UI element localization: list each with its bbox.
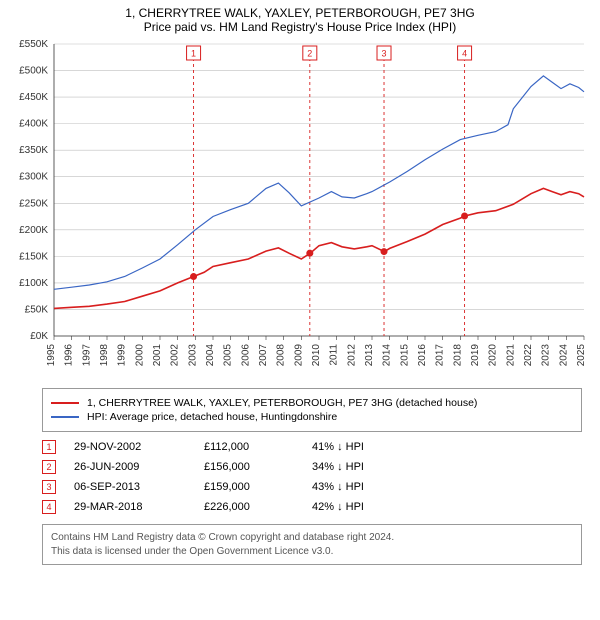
sale-date: 06-SEP-2013 [74,481,186,493]
price-hpi-chart: £0K £50K £100K £150K £200K £250K £300K £350K £40… [10,36,590,380]
svg-text:2008: 2008 [276,344,287,367]
svg-text:2014: 2014 [382,344,393,367]
sale-price: £226,000 [204,501,294,513]
svg-text:£350K: £350K [19,145,48,156]
chart-title-address: 1, CHERRYTREE WALK, YAXLEY, PETERBOROUGH… [10,6,590,20]
legend: 1, CHERRYTREE WALK, YAXLEY, PETERBOROUGH… [42,388,582,432]
legend-label: 1, CHERRYTREE WALK, YAXLEY, PETERBOROUGH… [87,397,477,409]
svg-text:£250K: £250K [19,198,48,209]
svg-text:£400K: £400K [19,119,48,130]
sale-date: 29-NOV-2002 [74,441,186,453]
svg-text:2020: 2020 [488,344,499,367]
sale-price: £159,000 [204,481,294,493]
chart-title-subtitle: Price paid vs. HM Land Registry's House … [10,20,590,34]
table-row: 2 26-JUN-2009 £156,000 34% ↓ HPI [42,460,582,474]
legend-swatch [51,402,79,404]
svg-text:1999: 1999 [117,344,128,367]
attribution-line: This data is licensed under the Open Gov… [51,545,573,559]
legend-item: HPI: Average price, detached house, Hunt… [51,411,573,423]
svg-text:2004: 2004 [205,344,216,367]
legend-swatch [51,416,79,418]
svg-text:2025: 2025 [576,344,587,367]
sale-hpi-delta: 43% ↓ HPI [312,481,402,493]
sale-hpi-delta: 34% ↓ HPI [312,461,402,473]
svg-text:2022: 2022 [523,344,534,367]
svg-text:1998: 1998 [99,344,110,367]
svg-text:£100K: £100K [19,278,48,289]
svg-text:£150K: £150K [19,251,48,262]
svg-text:2015: 2015 [399,344,410,367]
legend-label: HPI: Average price, detached house, Hunt… [87,411,337,423]
svg-text:2001: 2001 [152,344,163,367]
svg-text:2018: 2018 [452,344,463,367]
sales-table: 1 29-NOV-2002 £112,000 41% ↓ HPI 2 26-JU… [42,440,582,514]
svg-text:2000: 2000 [134,344,145,367]
svg-text:1996: 1996 [64,344,75,367]
svg-text:£450K: £450K [19,92,48,103]
attribution-line: Contains HM Land Registry data © Crown c… [51,531,573,545]
svg-text:2017: 2017 [435,344,446,367]
svg-text:2019: 2019 [470,344,481,367]
sale-marker-icon: 1 [42,440,56,454]
svg-text:2021: 2021 [505,344,516,367]
svg-text:2013: 2013 [364,344,375,367]
svg-text:3: 3 [382,49,387,59]
svg-text:1995: 1995 [46,344,57,367]
svg-text:£50K: £50K [25,304,49,315]
svg-text:2016: 2016 [417,344,428,367]
svg-text:2005: 2005 [223,344,234,367]
sale-date: 26-JUN-2009 [74,461,186,473]
svg-text:£550K: £550K [19,39,48,50]
chart-svg: £0K £50K £100K £150K £200K £250K £300K £350K £40… [10,36,590,380]
svg-text:2007: 2007 [258,344,269,367]
sale-marker-icon: 4 [42,500,56,514]
attribution-box: Contains HM Land Registry data © Crown c… [42,524,582,565]
sale-marker-icon: 3 [42,480,56,494]
sale-hpi-delta: 42% ↓ HPI [312,501,402,513]
svg-text:2: 2 [307,49,312,59]
sale-hpi-delta: 41% ↓ HPI [312,441,402,453]
svg-text:2010: 2010 [311,344,322,367]
svg-text:1997: 1997 [81,344,92,367]
svg-text:2011: 2011 [329,344,340,366]
svg-text:£300K: £300K [19,172,48,183]
svg-text:4: 4 [462,49,467,59]
svg-text:2009: 2009 [293,344,304,367]
svg-text:2006: 2006 [240,344,251,367]
svg-text:1: 1 [191,49,196,59]
sale-marker-icon: 2 [42,460,56,474]
svg-text:£200K: £200K [19,225,48,236]
sale-price: £112,000 [204,441,294,453]
chart-titles: 1, CHERRYTREE WALK, YAXLEY, PETERBOROUGH… [0,0,600,36]
table-row: 3 06-SEP-2013 £159,000 43% ↓ HPI [42,480,582,494]
svg-text:2012: 2012 [346,344,357,367]
table-row: 4 29-MAR-2018 £226,000 42% ↓ HPI [42,500,582,514]
sale-date: 29-MAR-2018 [74,501,186,513]
legend-item: 1, CHERRYTREE WALK, YAXLEY, PETERBOROUGH… [51,397,573,409]
svg-text:2002: 2002 [170,344,181,367]
svg-text:2023: 2023 [541,344,552,367]
svg-text:£0K: £0K [30,331,48,342]
svg-text:2024: 2024 [558,344,569,367]
sale-price: £156,000 [204,461,294,473]
svg-text:2003: 2003 [187,344,198,367]
svg-text:£500K: £500K [19,66,48,77]
table-row: 1 29-NOV-2002 £112,000 41% ↓ HPI [42,440,582,454]
